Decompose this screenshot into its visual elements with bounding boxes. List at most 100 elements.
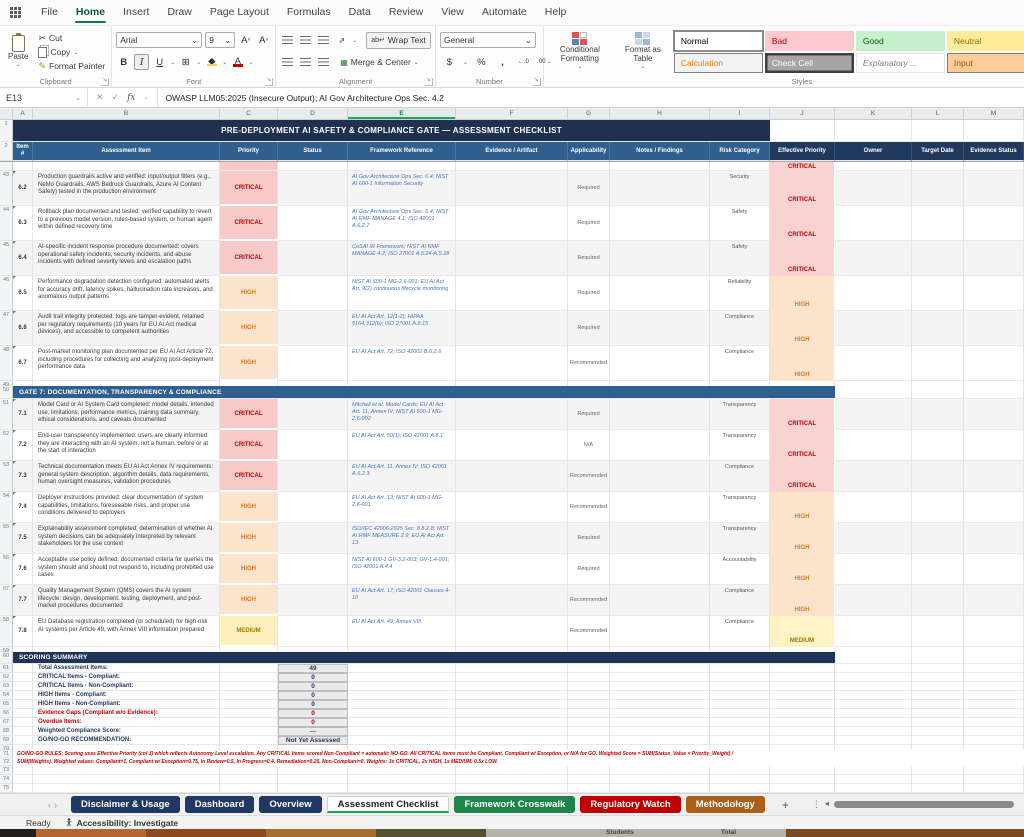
assessment-item-cell[interactable]: Explainability assessment completed: det… bbox=[33, 523, 220, 554]
cell-G[interactable] bbox=[568, 682, 610, 691]
column-header-K[interactable]: K bbox=[835, 108, 912, 119]
effective-priority-cell[interactable]: HIGH bbox=[770, 492, 835, 523]
column-header-A[interactable]: A bbox=[13, 108, 33, 119]
align-center-icon[interactable] bbox=[298, 54, 313, 70]
accessibility-status[interactable]: Accessibility: Investigate bbox=[65, 818, 179, 828]
cell-G[interactable] bbox=[568, 736, 610, 745]
notes-findings-cell[interactable] bbox=[610, 346, 710, 381]
merge-center-button[interactable]: ▦Merge & Center⌄ bbox=[338, 55, 421, 70]
cell-L[interactable] bbox=[912, 700, 964, 709]
effective-priority-cell[interactable]: CRITICAL bbox=[770, 171, 835, 206]
evidence-artifact-cell[interactable] bbox=[456, 523, 568, 554]
cell-C42[interactable] bbox=[220, 162, 278, 171]
status-cell[interactable] bbox=[278, 492, 348, 523]
increase-font-icon[interactable]: A˄ bbox=[238, 32, 253, 48]
bold-button[interactable]: B bbox=[116, 54, 131, 70]
cell-K1[interactable] bbox=[835, 120, 912, 142]
risk-category-cell[interactable]: Compliance bbox=[710, 346, 770, 381]
cell-style-input[interactable]: Input bbox=[947, 53, 1024, 73]
status-cell[interactable] bbox=[278, 206, 348, 241]
row-header-52[interactable]: 52 bbox=[0, 430, 13, 461]
cell-E[interactable] bbox=[348, 736, 456, 745]
cell-K[interactable] bbox=[835, 709, 912, 718]
menu-tab-draw[interactable]: Draw bbox=[158, 1, 201, 24]
cell-H[interactable] bbox=[610, 700, 710, 709]
applicability-cell[interactable]: N/A bbox=[568, 430, 610, 461]
effective-priority-cell[interactable]: HIGH bbox=[770, 554, 835, 585]
effective-priority-cell[interactable]: CRITICAL bbox=[770, 399, 835, 430]
priority-cell[interactable]: HIGH bbox=[220, 585, 278, 616]
owner-cell[interactable] bbox=[835, 171, 912, 206]
row-header-43[interactable]: 43 bbox=[0, 171, 13, 206]
menu-tab-file[interactable]: File bbox=[32, 1, 67, 24]
cell-H[interactable] bbox=[610, 664, 710, 673]
cell-K[interactable] bbox=[835, 727, 912, 736]
assessment-item-cell[interactable]: Production guardrails active and verifie… bbox=[33, 171, 220, 206]
risk-category-cell[interactable]: Compliance bbox=[710, 461, 770, 492]
menu-tab-data[interactable]: Data bbox=[340, 1, 380, 24]
evidence-artifact-cell[interactable] bbox=[456, 585, 568, 616]
evidence-status-cell[interactable] bbox=[964, 523, 1024, 554]
orientation-icon[interactable]: ⇗ bbox=[334, 32, 349, 48]
menu-tab-view[interactable]: View bbox=[432, 1, 473, 24]
cell-J[interactable] bbox=[770, 727, 835, 736]
cell-C[interactable] bbox=[220, 673, 278, 682]
format-as-table-button[interactable]: Format as Table⌄ bbox=[616, 31, 670, 73]
summary-value[interactable]: 49 bbox=[278, 664, 348, 673]
notes-findings-cell[interactable] bbox=[610, 399, 710, 430]
priority-cell[interactable]: HIGH bbox=[220, 492, 278, 523]
cell-L[interactable] bbox=[912, 727, 964, 736]
framework-reference-cell[interactable]: AI Gov Architecture Ops Sec. 6.4; NIST A… bbox=[348, 206, 456, 241]
applicability-cell[interactable]: Recommended bbox=[568, 461, 610, 492]
cell-F[interactable] bbox=[456, 718, 568, 727]
cell-C[interactable] bbox=[220, 664, 278, 673]
row-header-2[interactable]: 2 bbox=[0, 142, 13, 161]
cell-M[interactable] bbox=[964, 682, 1024, 691]
empty-cell[interactable] bbox=[348, 775, 456, 784]
owner-cell[interactable] bbox=[835, 492, 912, 523]
status-cell[interactable] bbox=[278, 241, 348, 276]
cut-button[interactable]: ✂Cut bbox=[36, 31, 107, 45]
cell-K42[interactable] bbox=[835, 162, 912, 171]
empty-cell[interactable] bbox=[610, 766, 710, 775]
framework-reference-cell[interactable]: AI Gov Architecture Ops Sec. 6.4; NIST A… bbox=[348, 171, 456, 206]
row-header-62[interactable]: 62 bbox=[0, 673, 13, 682]
cell-A[interactable] bbox=[13, 673, 33, 682]
cell-M[interactable] bbox=[964, 673, 1024, 682]
sheet-tab-disclaimer-usage[interactable]: Disclaimer & Usage bbox=[71, 796, 180, 813]
cell-G[interactable] bbox=[568, 709, 610, 718]
row-header-54[interactable]: 54 bbox=[0, 492, 13, 523]
target-date-cell[interactable] bbox=[912, 616, 964, 647]
col-header-evidence-artifact[interactable]: Evidence / Artifact bbox=[456, 142, 568, 161]
cell-A[interactable] bbox=[13, 709, 33, 718]
empty-cell[interactable] bbox=[835, 784, 912, 793]
status-cell[interactable] bbox=[278, 554, 348, 585]
column-header-C[interactable]: C bbox=[220, 108, 278, 119]
row-header-75[interactable]: 75 bbox=[0, 784, 13, 793]
item-number-cell[interactable]: 6.2 bbox=[13, 171, 33, 206]
gate-section-header[interactable]: GATE 7: DOCUMENTATION, TRANSPARENCY & CO… bbox=[13, 386, 835, 399]
cell-style-calculation[interactable]: Calculation bbox=[674, 53, 763, 73]
cell-F[interactable] bbox=[456, 736, 568, 745]
row-header-51[interactable]: 51 bbox=[0, 399, 13, 430]
effective-priority-cell[interactable]: CRITICAL bbox=[770, 206, 835, 241]
cell-style-check-cell[interactable]: Check Cell bbox=[765, 53, 854, 73]
cell-I[interactable] bbox=[710, 718, 770, 727]
item-number-cell[interactable]: 6.7 bbox=[13, 346, 33, 381]
row-header-65[interactable]: 65 bbox=[0, 700, 13, 709]
cell-J[interactable] bbox=[770, 736, 835, 745]
col-header-effective-priority[interactable]: Effective Priority bbox=[770, 142, 835, 161]
notes-findings-cell[interactable] bbox=[610, 171, 710, 206]
empty-cell[interactable] bbox=[33, 784, 220, 793]
risk-category-cell[interactable]: Transparency bbox=[710, 523, 770, 554]
column-header-E[interactable]: E bbox=[348, 108, 456, 119]
summary-value[interactable]: 0 bbox=[278, 691, 348, 700]
cell-A[interactable] bbox=[13, 682, 33, 691]
target-date-cell[interactable] bbox=[912, 311, 964, 346]
wrap-text-button[interactable]: ab↵Wrap Text bbox=[366, 32, 431, 49]
priority-cell[interactable]: CRITICAL bbox=[220, 430, 278, 461]
summary-value[interactable]: 0 bbox=[278, 673, 348, 682]
priority-cell[interactable]: CRITICAL bbox=[220, 241, 278, 276]
priority-cell[interactable]: HIGH bbox=[220, 346, 278, 381]
notes-findings-cell[interactable] bbox=[610, 585, 710, 616]
